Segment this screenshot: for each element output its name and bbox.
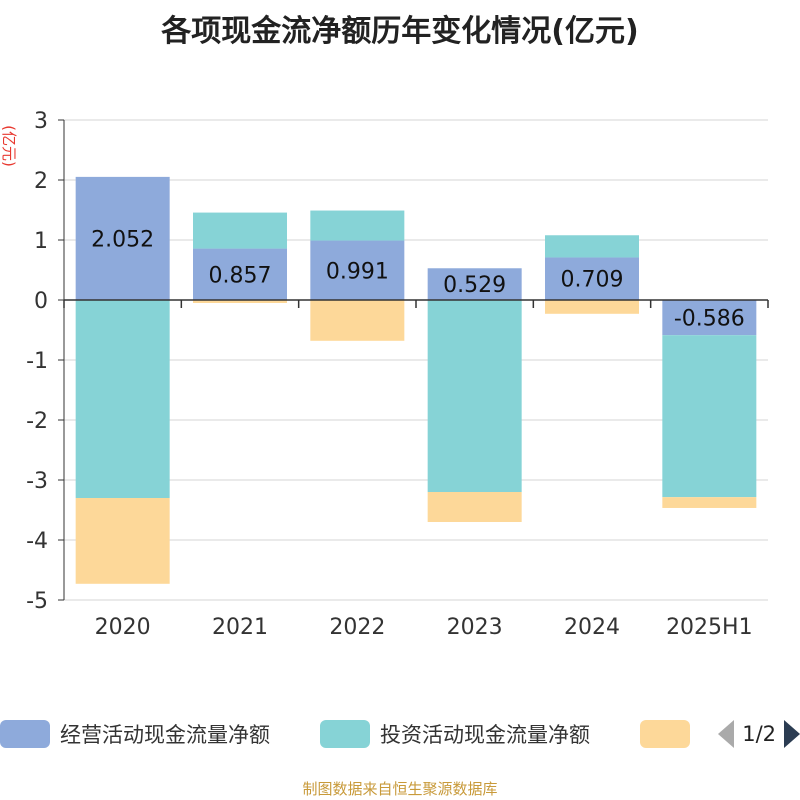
y-tick-label: -1 (26, 349, 48, 374)
x-tick-label: 2025H1 (666, 615, 753, 640)
source-note: 制图数据来自恒生聚源数据库 (302, 780, 498, 798)
bar-series2 (193, 212, 287, 249)
bar-series2 (545, 235, 639, 258)
legend: 经营活动现金流量净额 投资活动现金流量净额 1/2 (0, 716, 800, 756)
data-label: 0.709 (561, 268, 624, 293)
bar-series2 (662, 335, 757, 498)
bar-series2 (427, 300, 522, 492)
bar-series3 (75, 498, 170, 584)
bar-series1 (427, 268, 522, 300)
y-axis-unit-label: (亿元) (0, 125, 18, 167)
data-label: 0.529 (443, 273, 506, 298)
legend-item-financing[interactable] (640, 716, 700, 752)
pager-page-indicator: 1/2 (742, 722, 776, 746)
legend-label-investing: 投资活动现金流量净额 (380, 723, 590, 747)
legend-label-operating: 经营活动现金流量净额 (60, 723, 270, 747)
bar-series3 (310, 300, 405, 341)
data-label: 2.052 (91, 227, 154, 252)
bar-series2 (75, 300, 170, 498)
bar-layer (75, 176, 757, 584)
data-label: 0.857 (209, 263, 272, 288)
y-tick-label: 1 (34, 229, 48, 254)
legend-pager: 1/2 (718, 716, 800, 752)
x-tick-label: 2024 (564, 615, 620, 640)
bar-series1 (310, 240, 405, 300)
bar-series1 (75, 176, 170, 300)
pager-prev-icon[interactable] (718, 720, 735, 748)
x-tick-label: 2022 (329, 615, 385, 640)
legend-swatch-operating (0, 720, 50, 748)
bar-series3 (545, 300, 639, 314)
data-label: 0.991 (326, 259, 389, 284)
bar-series1 (662, 300, 757, 336)
legend-swatch-financing (640, 720, 690, 748)
y-tick-label: -5 (26, 589, 48, 614)
y-tick-label: -2 (26, 409, 48, 434)
axis-layer: 3 2 1 0 -1 -2 -3 -4 -5 2020 2021 2022 2023 2024 2025H1 (26, 109, 769, 640)
bar-series1 (193, 248, 287, 300)
pager-next-icon[interactable] (784, 720, 800, 748)
x-tick-label: 2020 (95, 615, 151, 640)
legend-swatch-investing (320, 720, 370, 748)
bar-series2 (310, 210, 405, 241)
bar-series3 (662, 497, 757, 508)
x-tick-label: 2023 (447, 615, 503, 640)
label-layer: 2.052 0.857 0.991 0.529 0.709 -0.586 (91, 227, 745, 331)
legend-item-operating[interactable]: 经营活动现金流量净额 (0, 716, 270, 752)
x-tick-label: 2021 (212, 615, 268, 640)
bar-series3 (193, 300, 287, 303)
y-tick-label: 3 (34, 109, 48, 134)
y-tick-label: -4 (26, 529, 48, 554)
bar-series3 (427, 492, 522, 522)
y-tick-label: 0 (34, 289, 48, 314)
legend-item-investing[interactable]: 投资活动现金流量净额 (320, 716, 590, 752)
data-label: -0.586 (674, 307, 745, 332)
bar-series1 (545, 257, 639, 300)
y-tick-label: -3 (26, 469, 48, 494)
chart-title: 各项现金流净额历年变化情况(亿元) (161, 14, 639, 49)
y-tick-label: 2 (34, 169, 48, 194)
